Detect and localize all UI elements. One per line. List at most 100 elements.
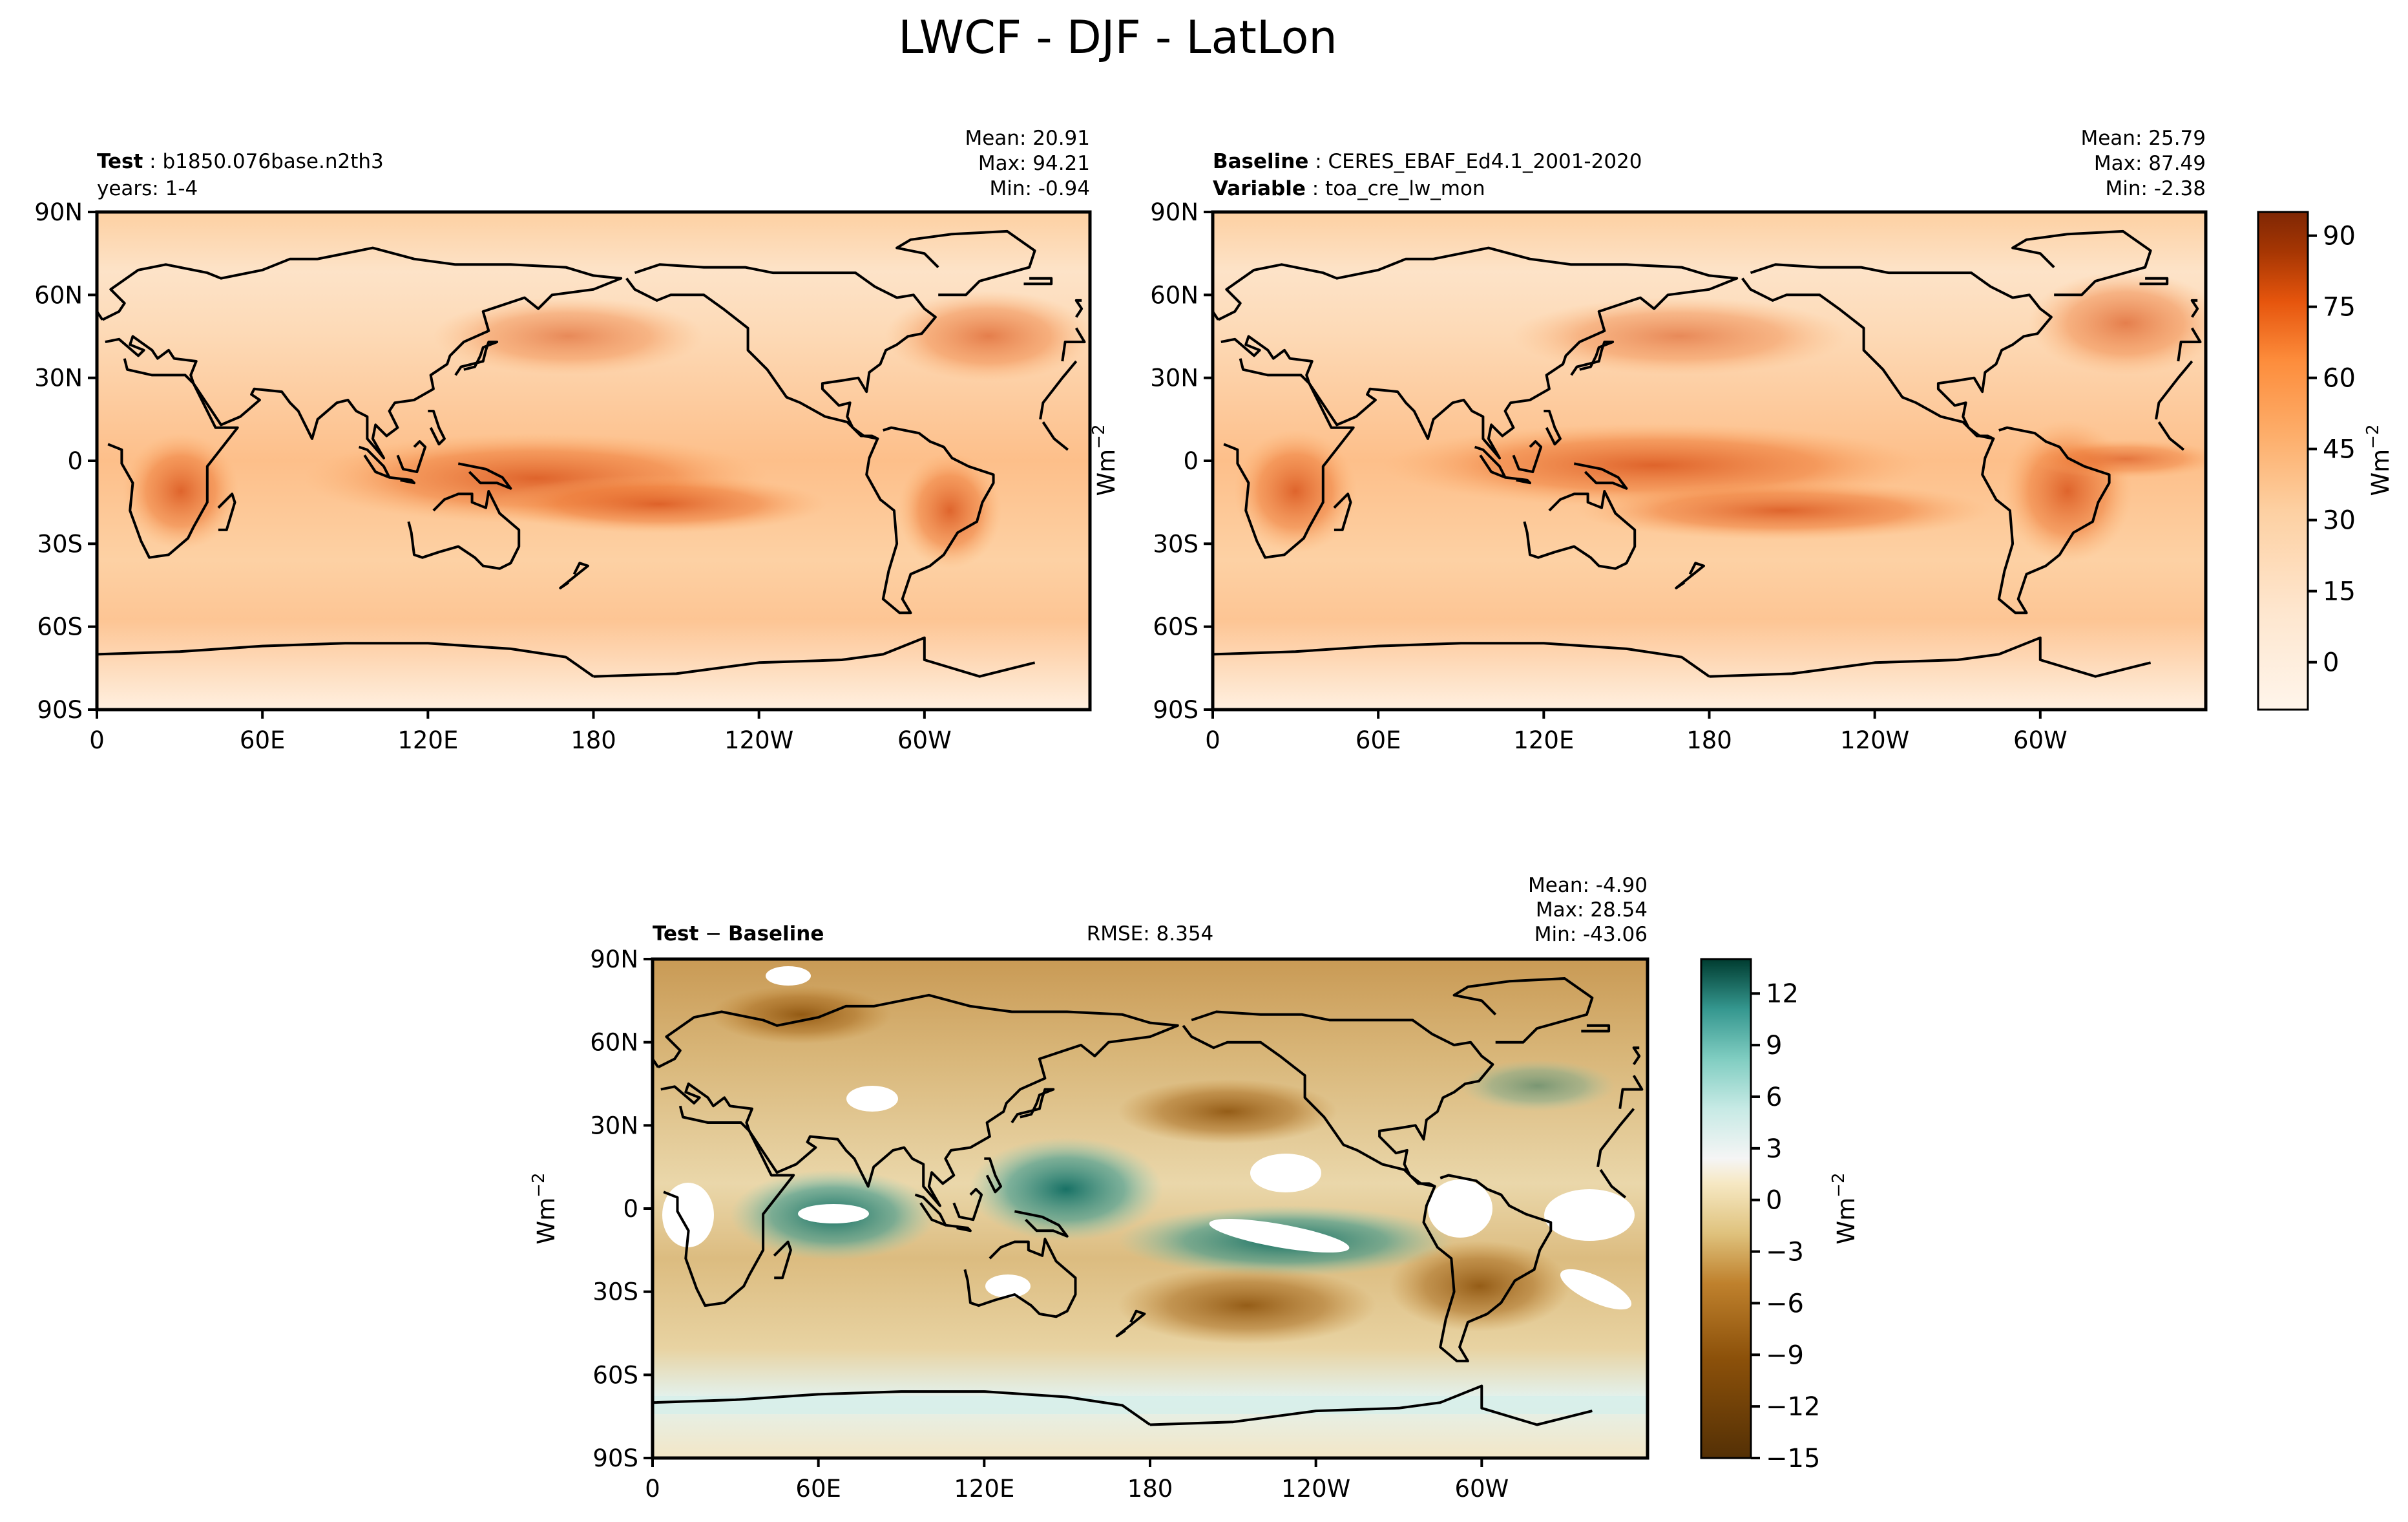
x-tick-label: 180 (571, 726, 616, 754)
x-tick-label: 0 (89, 726, 105, 754)
coastline (1217, 246, 1739, 460)
coastline (1149, 1384, 1593, 1426)
colorbar-bottom-bar (1700, 958, 1752, 1459)
colorbar-tick-label: 90 (2323, 222, 2356, 251)
colorbar-tick-label: 0 (2323, 648, 2339, 678)
coastline (454, 341, 499, 376)
y-tick-label: 30S (1153, 530, 1199, 558)
diff-coastlines (653, 977, 1644, 1426)
y-tick-label: 60N (590, 1029, 638, 1057)
coastline (1023, 277, 1053, 286)
panel-baseline: 0 60E 120E 180 120W 60W 90N 60N 30N 0 30S 60S 90S Ba… (1150, 127, 2208, 754)
coastline (1570, 341, 1615, 376)
diff-patch (985, 1274, 1031, 1298)
colorbar-tick-label: 6 (1766, 1083, 1782, 1112)
diff-max: Max: 28.54 (1536, 898, 1648, 922)
coastline (914, 1193, 947, 1227)
coastline (952, 1188, 983, 1221)
diff-patch (1209, 1218, 1350, 1253)
coastline (97, 642, 594, 678)
test-sublabel: years: 1-4 (97, 177, 198, 200)
x-tick-label: 60W (1454, 1475, 1509, 1503)
baseline-atlantic-itcz (2029, 439, 2206, 478)
coastline (358, 445, 391, 479)
coastline (101, 246, 623, 460)
coastline (1573, 462, 1628, 490)
x-tick-label: 120E (954, 1475, 1014, 1503)
baseline-atlantic-storm (2029, 271, 2206, 375)
y-tick-label: 90S (592, 1444, 638, 1472)
test-pacific-storm (433, 297, 704, 375)
colorbar-tick-label: 9 (1766, 1031, 1782, 1061)
coastline (1632, 1046, 1641, 1066)
coastline (773, 1240, 792, 1280)
coastline (2190, 299, 2199, 318)
coastline (428, 410, 446, 446)
x-tick-label: 120E (1513, 726, 1574, 754)
colorbar-tick-label: −9 (1766, 1340, 1804, 1370)
coastline (559, 562, 589, 589)
baseline-mean: Mean: 25.79 (2080, 127, 2206, 150)
y-tick-label: 90N (34, 198, 83, 226)
chart-title: LWCF - DJF - LatLon (898, 11, 1337, 64)
coastline (2011, 229, 2152, 297)
test-label: Test : b1850.076base.n2th3 (97, 150, 384, 173)
panel-test: 0 60E 120E 180 120W 60W 90N 60N 30N 0 30S 60S 90S Te… (34, 127, 1092, 754)
x-tick-label: 120W (1281, 1475, 1350, 1503)
diff-rmse: RMSE: 8.354 (1087, 922, 1214, 946)
coastline (1474, 445, 1507, 479)
coastline (1115, 1309, 1146, 1338)
diff-patch (1428, 1179, 1492, 1238)
test-spcz-band (491, 475, 827, 533)
x-tick-label: 180 (1127, 1475, 1173, 1503)
x-tick-label: 180 (1686, 726, 1732, 754)
x-tick-label: 120E (397, 726, 458, 754)
coastline (1599, 1168, 1627, 1199)
coastline (895, 229, 1036, 297)
coastline (1042, 421, 1069, 451)
coastline (107, 358, 239, 559)
colorbar-top-bar (2257, 211, 2309, 711)
coastline (1741, 263, 2053, 440)
diff-min: Min: -43.06 (1534, 923, 1648, 946)
baseline-coastlines (1213, 229, 2202, 678)
x-tick-label: 60E (240, 726, 285, 754)
coastline (1512, 440, 1543, 474)
x-tick-label: 120W (1840, 726, 1909, 754)
coastline (1422, 1174, 1553, 1362)
coastline (396, 440, 427, 474)
coastline (663, 1105, 795, 1307)
test-min: Min: -0.94 (989, 177, 1090, 200)
coastline (1213, 642, 1710, 678)
coastline (2155, 360, 2193, 420)
test-mean: Mean: 20.91 (965, 127, 1090, 150)
colorbar-tick-label: −12 (1766, 1392, 1820, 1422)
colorbar-top: 90 75 60 45 30 15 0 Wm−2 (2257, 211, 2394, 711)
diff-mean: Mean: -4.90 (1528, 874, 1648, 897)
y-tick-label: 30S (592, 1278, 638, 1306)
y-tick-label: 90N (590, 946, 638, 973)
coastline (657, 993, 1179, 1207)
test-ticks: 0 60E 120E 180 120W 60W 90N 60N 30N 0 30S 60S 90S (34, 198, 951, 754)
coastline (2139, 277, 2169, 286)
y-tick-label: 0 (623, 1195, 638, 1223)
coastline (1597, 1108, 1635, 1168)
coastline (2157, 421, 2185, 451)
x-tick-label: 60W (2013, 726, 2068, 754)
y-tick-label: 60S (1153, 613, 1199, 641)
colorbar-tick-label: −15 (1766, 1444, 1820, 1474)
diff-npac-brown (1118, 1079, 1337, 1144)
coastline (1981, 426, 2111, 615)
colorbar-top-label: Wm−2 (2363, 425, 2394, 496)
coastline (1014, 1210, 1069, 1238)
coastline (1010, 1088, 1055, 1124)
y-tick-label: 30S (37, 530, 83, 558)
coastline (1709, 636, 2151, 678)
y-tick-label: 30N (1150, 365, 1199, 392)
diff-patch (1560, 1269, 1632, 1310)
coastline (984, 1157, 1002, 1194)
coastline (217, 492, 236, 531)
baseline-max: Max: 87.49 (2094, 152, 2206, 175)
x-tick-label: 0 (645, 1475, 660, 1503)
diff-patch (1544, 1189, 1635, 1241)
